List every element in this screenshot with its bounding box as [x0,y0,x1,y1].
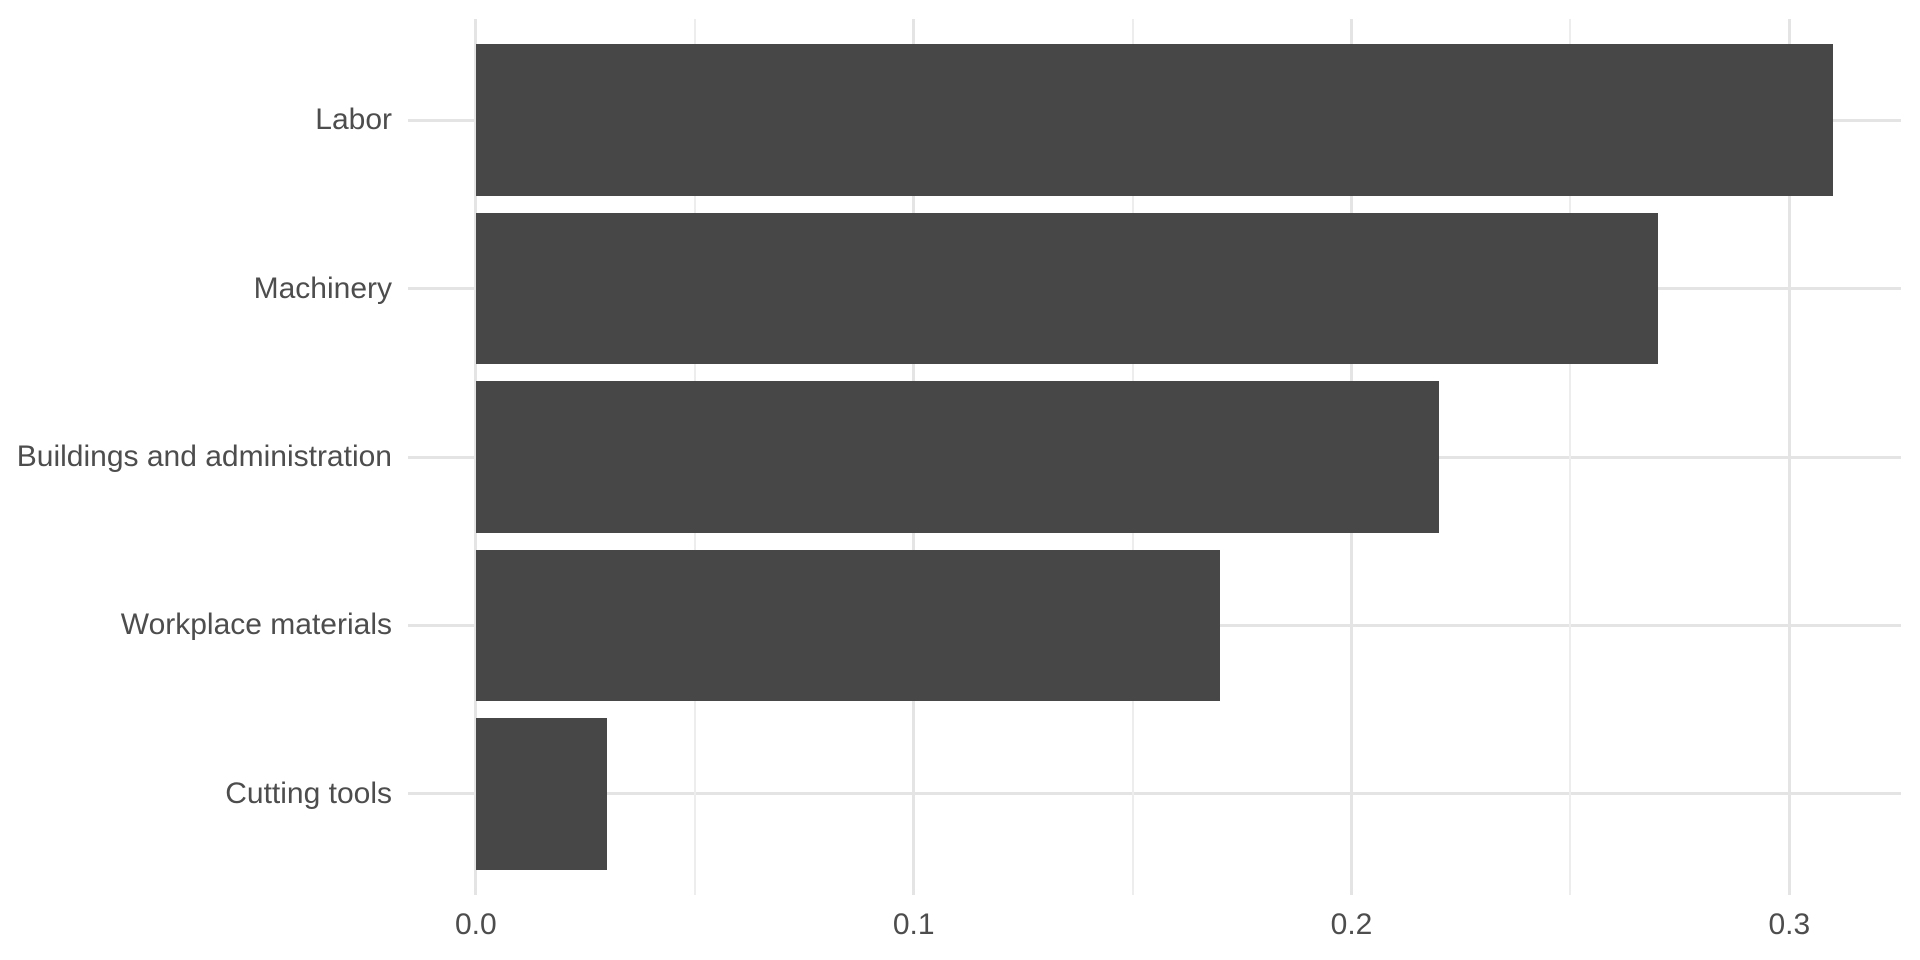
y-axis-label: Buildings and administration [16,440,392,473]
bar-buildings-and-administration [475,381,1440,533]
x-axis-tick-label: 0.0 [455,908,497,941]
x-axis-tick-label: 0.2 [1330,908,1373,941]
y-axis-label: Cutting tools [225,776,392,810]
y-axis-label: Workplace materials [120,608,392,642]
bar-cutting-tools [475,718,608,870]
y-axis-label: Labor [315,103,392,137]
gridline-vertical-minor [1569,19,1572,895]
plot-area [408,19,1901,895]
gridline-vertical-major [1787,19,1791,895]
x-axis-tick-label: 0.1 [892,908,935,941]
gridline-horizontal-major [408,792,1901,796]
bar-workplace-materials [475,549,1221,702]
bar-machinery [475,212,1658,365]
x-axis-tick-label: 0.3 [1768,908,1811,941]
y-axis-label: Machinery [253,271,392,305]
bar-labor [475,44,1834,196]
